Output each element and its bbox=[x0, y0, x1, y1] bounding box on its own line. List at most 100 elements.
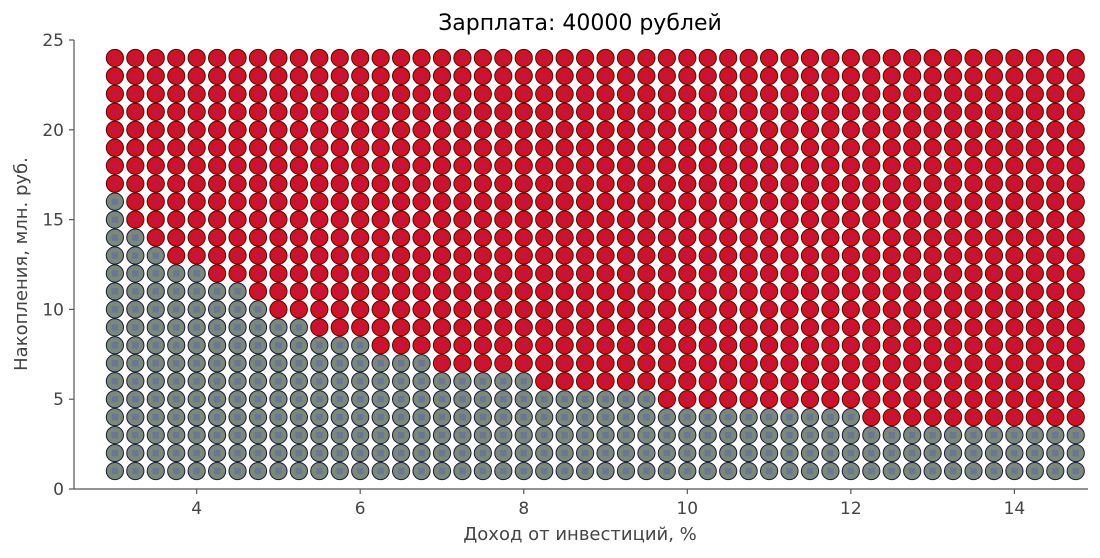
point-above bbox=[126, 120, 145, 139]
point-below bbox=[167, 372, 186, 391]
point-above bbox=[228, 102, 247, 121]
point-below bbox=[228, 426, 247, 445]
point-above bbox=[903, 120, 922, 139]
point-above bbox=[780, 318, 799, 337]
point-below bbox=[678, 461, 697, 481]
point-below bbox=[412, 461, 431, 481]
point-above bbox=[923, 192, 942, 211]
point-above bbox=[821, 336, 840, 355]
point-above bbox=[759, 156, 779, 175]
point-below bbox=[596, 426, 615, 445]
point-above bbox=[719, 318, 738, 337]
point-below bbox=[453, 461, 472, 481]
point-above bbox=[371, 156, 390, 175]
point-above bbox=[187, 210, 206, 229]
point-above bbox=[453, 174, 472, 193]
point-above bbox=[146, 174, 165, 193]
point-below bbox=[330, 354, 349, 373]
point-above bbox=[923, 66, 942, 86]
point-above bbox=[187, 246, 206, 265]
point-below bbox=[412, 443, 431, 463]
point-above bbox=[882, 120, 901, 139]
point-above bbox=[473, 156, 492, 175]
point-above bbox=[759, 318, 779, 337]
point-below bbox=[473, 461, 492, 481]
point-below bbox=[248, 426, 268, 445]
point-above bbox=[841, 102, 860, 121]
point-below bbox=[841, 461, 860, 481]
point-above bbox=[1046, 138, 1065, 157]
point-above bbox=[453, 120, 472, 139]
y-axis-label: Накопления, млн. руб. bbox=[11, 157, 32, 371]
point-above bbox=[412, 192, 431, 211]
point-below bbox=[964, 426, 983, 445]
point-above bbox=[1066, 336, 1085, 355]
point-above bbox=[984, 336, 1004, 355]
point-above bbox=[1066, 102, 1085, 121]
point-above bbox=[739, 246, 758, 265]
point-above bbox=[1025, 120, 1044, 139]
point-above bbox=[248, 228, 268, 247]
point-above bbox=[678, 318, 697, 337]
point-above bbox=[678, 282, 697, 301]
point-above bbox=[759, 336, 779, 355]
point-below bbox=[800, 461, 820, 481]
point-above bbox=[432, 174, 452, 193]
point-above bbox=[923, 156, 942, 175]
point-above bbox=[1066, 408, 1085, 427]
point-below bbox=[269, 426, 288, 445]
point-above bbox=[167, 174, 186, 193]
point-above bbox=[678, 48, 697, 68]
point-above bbox=[616, 210, 636, 229]
point-above bbox=[310, 210, 329, 229]
point-below bbox=[862, 443, 881, 463]
point-above bbox=[575, 372, 595, 391]
y-tick-label: 10 bbox=[42, 300, 64, 320]
point-above bbox=[903, 408, 922, 427]
point-above bbox=[943, 192, 963, 211]
point-below bbox=[289, 461, 308, 481]
point-below bbox=[698, 426, 717, 445]
point-above bbox=[596, 246, 615, 265]
point-below bbox=[575, 390, 595, 409]
point-below bbox=[187, 354, 206, 373]
point-above bbox=[1025, 192, 1044, 211]
point-above bbox=[187, 174, 206, 193]
point-above bbox=[453, 300, 472, 319]
point-below bbox=[943, 461, 963, 481]
point-above bbox=[269, 48, 288, 68]
point-below bbox=[678, 426, 697, 445]
point-above bbox=[351, 102, 370, 121]
point-above bbox=[289, 48, 308, 68]
point-above bbox=[126, 174, 145, 193]
point-above bbox=[657, 336, 676, 355]
point-above bbox=[412, 48, 431, 68]
point-above bbox=[780, 120, 799, 139]
point-above bbox=[105, 156, 124, 175]
point-above bbox=[228, 48, 247, 68]
point-above bbox=[1046, 318, 1065, 337]
point-above bbox=[432, 300, 452, 319]
point-above bbox=[514, 210, 533, 229]
point-above bbox=[984, 120, 1004, 139]
point-above bbox=[759, 174, 779, 193]
point-below bbox=[351, 390, 370, 409]
point-below bbox=[391, 372, 411, 391]
point-below bbox=[453, 372, 472, 391]
point-above bbox=[821, 282, 840, 301]
point-above bbox=[923, 246, 942, 265]
point-above bbox=[759, 246, 779, 265]
point-below bbox=[351, 372, 370, 391]
point-above bbox=[391, 102, 411, 121]
point-below bbox=[228, 300, 247, 319]
point-above bbox=[514, 66, 533, 86]
point-below bbox=[535, 390, 554, 409]
point-above bbox=[248, 102, 268, 121]
point-above bbox=[1005, 246, 1024, 265]
point-below bbox=[984, 443, 1004, 463]
point-above bbox=[473, 174, 492, 193]
point-below bbox=[126, 461, 145, 481]
point-above bbox=[248, 246, 268, 265]
point-above bbox=[759, 228, 779, 247]
point-above bbox=[984, 48, 1004, 68]
